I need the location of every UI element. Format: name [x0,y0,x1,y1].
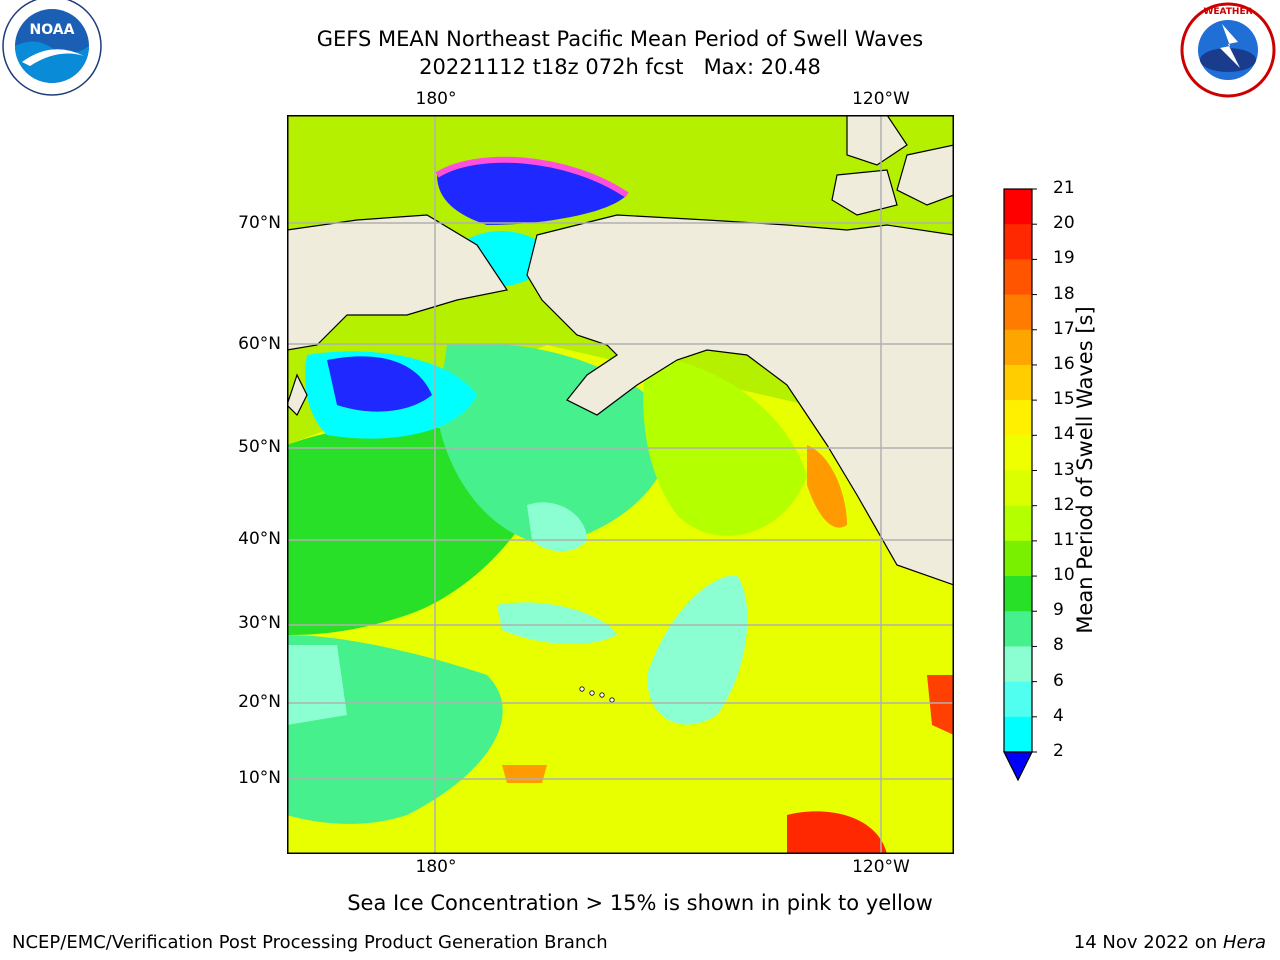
colorbar-tick-label: 4 [1053,705,1064,726]
lat-label-30n: 30°N [238,613,281,633]
colorbar-cell [1004,611,1032,647]
land-arctic-island-2 [896,144,954,206]
colorbar-cell [1004,224,1032,260]
field-cyan-low [527,502,587,552]
land-arctic-island-1 [846,115,908,166]
colorbar-cell [1004,259,1032,296]
field-ice-edge [435,156,629,198]
lat-label-70n: 70°N [238,213,281,233]
land-north-america [526,214,954,586]
colorbar-cell [1004,400,1032,436]
hawaii-island [589,690,595,696]
lon-label-top-180: 180° [415,89,457,109]
colorbar-cell [1004,505,1032,542]
field-lime-gulf [643,355,807,536]
field-red-east [927,675,954,735]
field-cyan-sw [287,645,347,725]
noaa-logo-text: NOAA [30,22,75,38]
field-blue-arctic [437,159,627,225]
map-title: GEFS MEAN Northeast Pacific Mean Period … [316,27,924,51]
colorbar-cell [1004,646,1032,683]
colorbar-tick-label: 8 [1053,635,1064,656]
map-subtitle: 20221112 t18z 072h fcst Max: 20.48 [419,55,821,79]
colorbar-cell [1004,364,1032,401]
map-plot [287,115,954,854]
field-blue-bering [327,356,432,412]
field-red-south [787,811,887,854]
colorbar-tick-label: 6 [1053,670,1064,691]
field-orange-spot [502,765,547,783]
land-russia [287,214,508,351]
lat-label-60n: 60°N [238,334,281,354]
lon-label-bottom-180: 180° [415,857,457,877]
colorbar-cell [1004,681,1032,718]
lon-label-top-120w: 120°W [852,89,910,109]
colorbar-tick-label: 17 [1053,318,1075,339]
colorbar-tick-label: 15 [1053,389,1075,410]
colorbar-cell [1004,716,1032,753]
hawaii-island [599,692,605,698]
colorbar-cell [1004,576,1032,612]
hawaii-island [609,697,615,703]
colorbar-tick-label: 18 [1053,283,1075,304]
colorbar-tick-label: 9 [1053,600,1064,621]
svg-text:WEATHER: WEATHER [1203,7,1252,17]
colorbar-label: Mean Period of Swell Waves [s] [1073,306,1097,634]
lat-label-50n: 50°N [238,437,281,457]
field-cyan-center [647,575,748,725]
nws-logo: WEATHER [1180,2,1276,98]
colorbar-tick-label: 13 [1053,459,1075,480]
colorbar-tick-label: 21 [1053,178,1075,198]
colorbar-cell [1004,540,1032,577]
colorbar-tick-label: 2 [1053,741,1064,761]
map-frame [287,115,954,854]
lat-label-40n: 40°N [238,529,281,549]
sea-ice-note: Sea Ice Concentration > 15% is shown in … [347,891,933,915]
footer-right: 14 Nov 2022 on Hera [1074,932,1266,953]
hawaii-island [579,686,585,692]
colorbar-tick-label: 11 [1053,529,1075,550]
colorbar-tick-label: 12 [1053,494,1075,515]
land-kamchatka [287,373,308,417]
colorbar-tick-label: 10 [1053,565,1075,586]
field-orange-coast [807,445,847,528]
footer-date: 14 Nov 2022 on [1073,932,1223,953]
colorbar-tick-label: 14 [1053,424,1075,445]
footer-machine: Hera [1222,932,1266,953]
field-cyan-band [497,602,617,645]
lon-label-bottom-120w: 120°W [852,857,910,877]
colorbar-tick-label: 20 [1053,213,1075,234]
lat-label-20n: 20°N [238,692,281,712]
colorbar-cell [1004,329,1032,366]
colorbar [1003,188,1037,782]
noaa-logo: NOAA [2,0,102,96]
colorbar-tick-label: 19 [1053,248,1075,269]
colorbar-cell [1004,435,1032,471]
colorbar-extend-triangle [1004,752,1032,780]
colorbar-tick-label: 16 [1053,353,1075,374]
colorbar-cell [1004,189,1032,225]
lat-label-10n: 10°N [238,768,281,788]
colorbar-cell [1004,470,1032,507]
footer-left: NCEP/EMC/Verification Post Processing Pr… [12,932,608,953]
colorbar-cell [1004,294,1032,331]
